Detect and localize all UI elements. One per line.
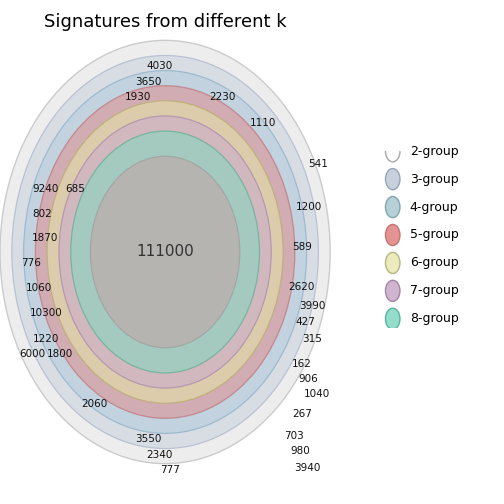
Text: 1110: 1110 bbox=[250, 118, 277, 129]
Text: Signatures from different k: Signatures from different k bbox=[44, 13, 286, 31]
Text: 7-group: 7-group bbox=[410, 284, 459, 297]
Text: 2340: 2340 bbox=[146, 450, 172, 460]
Text: 685: 685 bbox=[66, 184, 85, 194]
Text: 3940: 3940 bbox=[294, 463, 321, 473]
Text: 1060: 1060 bbox=[26, 283, 52, 293]
Text: 2620: 2620 bbox=[289, 282, 315, 292]
Text: 4-group: 4-group bbox=[410, 201, 458, 214]
Text: 589: 589 bbox=[292, 242, 312, 252]
Text: 776: 776 bbox=[22, 258, 41, 268]
Text: 4030: 4030 bbox=[146, 60, 172, 71]
Circle shape bbox=[12, 55, 319, 449]
Text: 315: 315 bbox=[302, 334, 323, 344]
Text: 703: 703 bbox=[284, 431, 304, 441]
Text: 267: 267 bbox=[292, 409, 312, 419]
Circle shape bbox=[386, 168, 400, 190]
Text: 1040: 1040 bbox=[303, 389, 330, 399]
Text: 162: 162 bbox=[292, 359, 312, 369]
Text: 1220: 1220 bbox=[33, 334, 59, 344]
Text: 5-group: 5-group bbox=[410, 228, 459, 241]
Text: 3990: 3990 bbox=[299, 301, 326, 311]
Text: 980: 980 bbox=[291, 446, 310, 456]
Text: 2-group: 2-group bbox=[410, 145, 458, 158]
Circle shape bbox=[71, 131, 260, 373]
Text: 3-group: 3-group bbox=[410, 173, 458, 185]
Text: 777: 777 bbox=[160, 465, 180, 475]
Text: 6000: 6000 bbox=[19, 349, 45, 359]
Circle shape bbox=[386, 197, 400, 218]
Circle shape bbox=[0, 40, 330, 464]
Circle shape bbox=[386, 253, 400, 274]
Circle shape bbox=[386, 224, 400, 245]
Text: 8-group: 8-group bbox=[410, 312, 459, 325]
Text: 427: 427 bbox=[296, 317, 316, 327]
Circle shape bbox=[386, 308, 400, 330]
Text: 2060: 2060 bbox=[81, 399, 107, 409]
Text: 1800: 1800 bbox=[47, 349, 73, 359]
Circle shape bbox=[386, 280, 400, 301]
Text: 2230: 2230 bbox=[209, 92, 235, 102]
Text: 3650: 3650 bbox=[136, 77, 162, 87]
Circle shape bbox=[90, 156, 240, 348]
Text: 541: 541 bbox=[308, 159, 329, 169]
Text: 6-group: 6-group bbox=[410, 257, 458, 270]
Circle shape bbox=[59, 116, 271, 388]
Text: 10300: 10300 bbox=[30, 308, 63, 319]
Circle shape bbox=[35, 86, 295, 418]
Text: 1930: 1930 bbox=[124, 92, 151, 102]
Text: 9240: 9240 bbox=[32, 184, 58, 194]
Circle shape bbox=[24, 71, 306, 433]
Text: 3550: 3550 bbox=[136, 434, 162, 445]
Text: 906: 906 bbox=[299, 374, 319, 384]
Circle shape bbox=[386, 141, 400, 162]
Text: 802: 802 bbox=[33, 209, 52, 219]
Text: 1200: 1200 bbox=[295, 202, 322, 212]
Text: 1870: 1870 bbox=[32, 233, 58, 243]
Circle shape bbox=[47, 101, 283, 403]
Text: 111000: 111000 bbox=[136, 244, 194, 260]
